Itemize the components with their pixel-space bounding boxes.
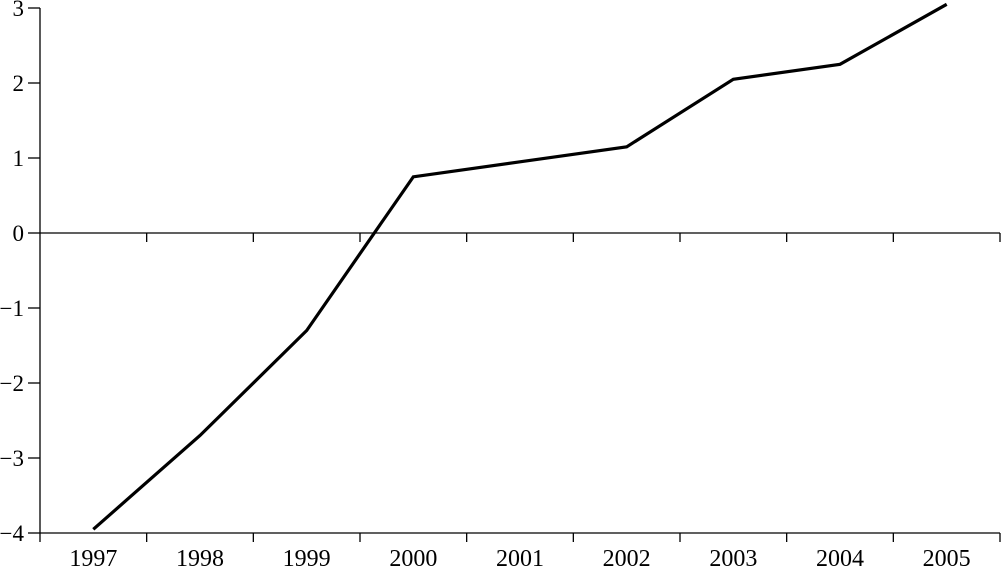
y-tick-labels: 3 2 1 0 −1 −2 −3 −4 <box>0 0 24 546</box>
x-tick-label: 2000 <box>389 546 437 572</box>
x-tick-label: 2002 <box>603 546 651 572</box>
y-tick-label: 1 <box>13 146 25 171</box>
y-tick-label: 2 <box>13 71 25 96</box>
x-tick-label: 2001 <box>496 546 544 572</box>
series-line-value <box>92 2 948 531</box>
y-tick-label: −4 <box>0 521 24 546</box>
y-tick-label: 0 <box>13 221 25 246</box>
y-tick-label: −2 <box>0 371 24 396</box>
x-tick-label: 2004 <box>816 546 864 572</box>
x-tick-label: 1999 <box>283 546 331 572</box>
x-tick-label: 2005 <box>923 546 971 572</box>
x-tick-label: 1998 <box>176 546 224 572</box>
x-tick-marks <box>146 233 1001 542</box>
x-tick-labels: 1997 1998 1999 2000 2001 2002 2003 2004 2005 <box>69 546 970 572</box>
y-tick-marks <box>28 7 40 534</box>
y-tick-label: 3 <box>13 0 25 21</box>
y-tick-label: −1 <box>0 296 24 321</box>
x-tick-label: 1997 <box>69 546 117 572</box>
y-tick-label: −3 <box>0 446 24 471</box>
x-tick-label: 2003 <box>709 546 757 572</box>
